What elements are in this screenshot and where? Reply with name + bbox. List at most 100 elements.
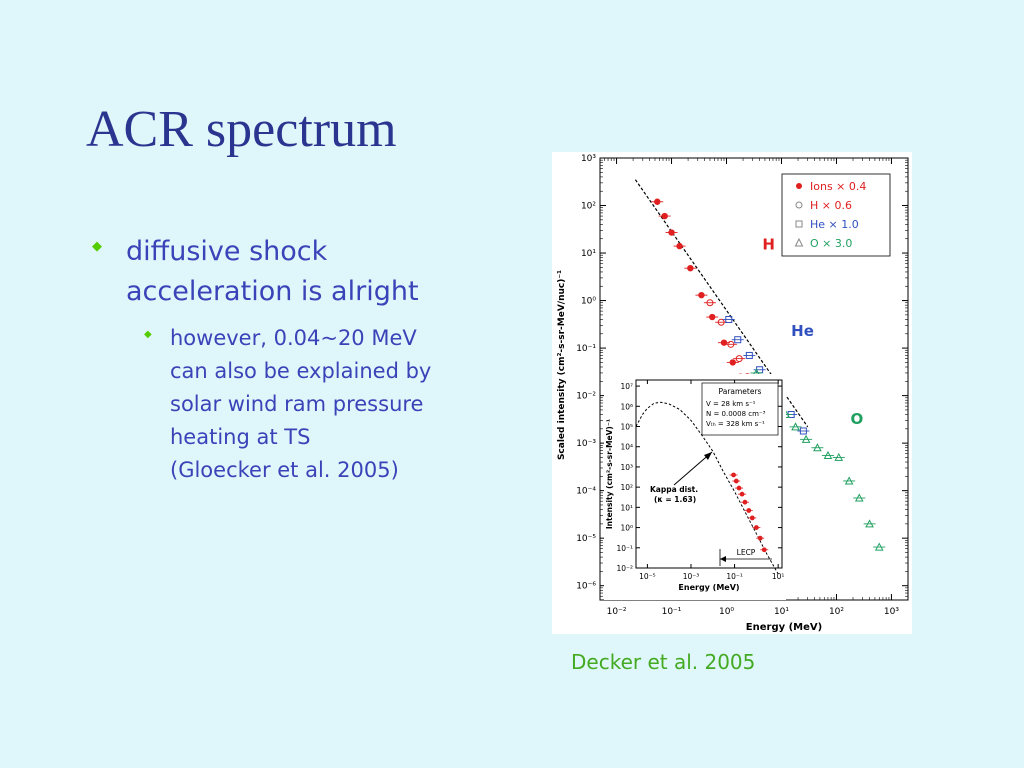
inset-data-point bbox=[733, 478, 739, 484]
y-tick-label: 10³ bbox=[581, 154, 596, 164]
x-tick-label: 10⁰ bbox=[719, 607, 734, 617]
kappa-arrow bbox=[673, 451, 713, 486]
x-tick-label: 10⁻² bbox=[607, 607, 627, 617]
sub-bullet-text-line: (Gloecker et al. 2005) bbox=[170, 458, 399, 482]
inset-data-point bbox=[746, 508, 752, 513]
data-point-ions bbox=[654, 198, 661, 205]
inset-data-point bbox=[742, 499, 748, 505]
sub-bullet-text-line: however, 0.04~20 MeV bbox=[170, 326, 417, 350]
inset-y-tick-label: 10⁻² bbox=[616, 564, 633, 573]
parameter-line: Vₜₕ = 328 km s⁻¹ bbox=[706, 420, 765, 428]
sub-bullet-text-line: heating at TS bbox=[170, 425, 311, 449]
x-tick-label: 10² bbox=[829, 607, 844, 617]
bullet-item: ◆ diffusive shock acceleration is alrigh… bbox=[92, 232, 492, 312]
legend-entry: H × 0.6 bbox=[810, 199, 852, 212]
data-point-he bbox=[734, 336, 742, 344]
data-point-o bbox=[854, 493, 864, 502]
x-tick-label: 10⁻¹ bbox=[662, 607, 682, 617]
inset-plot: 10⁻⁵ 10⁻³ 10⁻¹ 10¹ 10⁷ 10⁶ 10⁵ 10⁴ 10³ 10² 10¹ 10⁰ 1… bbox=[604, 374, 786, 600]
inset-y-axis-label: Intensity (cm²-s-sr-MeV)⁻¹ bbox=[605, 419, 614, 529]
data-point-he bbox=[745, 351, 753, 359]
data-point-o bbox=[791, 422, 800, 431]
inset-x-tick-label: 10⁻¹ bbox=[726, 572, 743, 581]
data-point-h bbox=[717, 318, 725, 326]
diamond-bullet-icon: ◆ bbox=[92, 239, 102, 254]
arrow-head-icon bbox=[704, 452, 712, 460]
species-annotation: He bbox=[791, 322, 814, 340]
bullet-text-line: diffusive shock bbox=[126, 236, 328, 267]
kappa-label: (κ = 1.63) bbox=[654, 495, 696, 504]
main-plot: 10⁻² 10⁻¹ 10⁰ 10¹ 10² 10³ 10³ 10² 10¹ 10⁰ 10⁻¹ 10⁻²… bbox=[557, 154, 909, 633]
kappa-label: Kappa dist. bbox=[650, 485, 698, 494]
kappa-distribution-curve bbox=[635, 401, 779, 575]
data-point-ions bbox=[676, 242, 683, 250]
legend-marker bbox=[795, 220, 803, 228]
y-tick-label: 10⁻⁴ bbox=[576, 487, 596, 497]
data-point-ions bbox=[709, 313, 716, 321]
inset-data-point bbox=[761, 547, 767, 553]
legend-marker bbox=[795, 201, 803, 209]
x-tick-label: 10¹ bbox=[774, 607, 789, 617]
inset-y-tick-label: 10⁴ bbox=[620, 443, 633, 452]
figure-credit: Decker et al. 2005 bbox=[571, 650, 756, 674]
data-point-o bbox=[823, 450, 833, 459]
legend-marker bbox=[796, 183, 802, 189]
data-point-o bbox=[844, 476, 854, 485]
inset-frame bbox=[635, 379, 783, 569]
data-point-h bbox=[706, 299, 714, 307]
arrow-head-icon bbox=[720, 556, 726, 562]
parameter-line: N = 0.0008 cm⁻³ bbox=[706, 410, 766, 418]
inset-y-tick-label: 10⁷ bbox=[620, 382, 633, 391]
inset-data-point bbox=[757, 535, 763, 541]
inset-data-point bbox=[753, 525, 759, 530]
data-point-h bbox=[735, 355, 743, 363]
inset-data-point bbox=[749, 515, 755, 521]
inset-x-axis-label: Energy (MeV) bbox=[678, 583, 739, 592]
acr-spectrum-chart: 10⁻² 10⁻¹ 10⁰ 10¹ 10² 10³ 10³ 10² 10¹ 10⁰ 10⁻¹ 10⁻²… bbox=[552, 152, 912, 634]
inset-x-tick-label: 10⁻⁵ bbox=[639, 572, 656, 581]
data-point-ions bbox=[668, 229, 675, 236]
y-tick-label: 10⁻⁵ bbox=[576, 534, 596, 544]
inset-x-tick-label: 10¹ bbox=[772, 572, 785, 581]
data-point-o bbox=[865, 519, 874, 528]
y-tick-label: 10⁻² bbox=[576, 392, 596, 402]
legend-marker bbox=[794, 237, 804, 247]
legend-entry: O × 3.0 bbox=[810, 237, 852, 250]
sub-bullet-item: ◆ however, 0.04~20 MeV can also be expla… bbox=[144, 322, 492, 487]
data-point-o bbox=[834, 452, 844, 461]
y-tick-label: 10² bbox=[581, 202, 596, 212]
sub-bullet-text-line: solar wind ram pressure bbox=[170, 392, 424, 416]
inset-data-point bbox=[731, 472, 736, 478]
data-point-ions bbox=[729, 359, 736, 366]
inset-y-tick-label: 10⁶ bbox=[620, 402, 633, 411]
y-tick-label: 10⁻³ bbox=[576, 439, 596, 449]
y-axis-label: Scaled intensity (cm²-s-sr-MeV/nuc)⁻¹ bbox=[557, 270, 567, 460]
y-tick-label: 10¹ bbox=[581, 249, 596, 259]
sub-bullet-text-line: can also be explained by bbox=[170, 359, 432, 383]
data-point-he bbox=[799, 427, 807, 435]
parameters-box bbox=[701, 382, 779, 436]
x-axis-label: Energy (MeV) bbox=[746, 622, 822, 633]
legend-entry: He × 1.0 bbox=[810, 218, 859, 231]
y-tick-label: 10⁰ bbox=[581, 297, 596, 307]
data-point-ions bbox=[687, 264, 694, 272]
inset-y-tick-label: 10² bbox=[620, 483, 633, 492]
data-point-ions bbox=[720, 339, 728, 346]
data-point-ions bbox=[661, 212, 668, 220]
inset-y-tick-label: 10⁻¹ bbox=[616, 544, 633, 553]
legend: Ions × 0.4 H × 0.6 He × 1.0 O × 3.0 bbox=[781, 173, 891, 257]
page-title: ACR spectrum bbox=[86, 101, 397, 158]
inset-data-point bbox=[736, 485, 742, 491]
data-point-o bbox=[801, 434, 811, 443]
y-tick-label: 10⁻⁶ bbox=[576, 582, 596, 592]
bullet-text-line: acceleration is alright bbox=[126, 276, 419, 307]
data-point-ions bbox=[698, 291, 705, 299]
inset-y-tick-label: 10⁰ bbox=[620, 524, 633, 533]
inset-y-tick-label: 10¹ bbox=[620, 503, 633, 512]
parameters-title: Parameters bbox=[719, 387, 762, 396]
data-point-o bbox=[813, 443, 822, 452]
y-tick-label: 10⁻¹ bbox=[576, 344, 596, 354]
legend-entry: Ions × 0.4 bbox=[810, 180, 866, 193]
diamond-bullet-icon: ◆ bbox=[144, 329, 152, 340]
parameter-line: V = 28 km s⁻¹ bbox=[706, 400, 756, 408]
